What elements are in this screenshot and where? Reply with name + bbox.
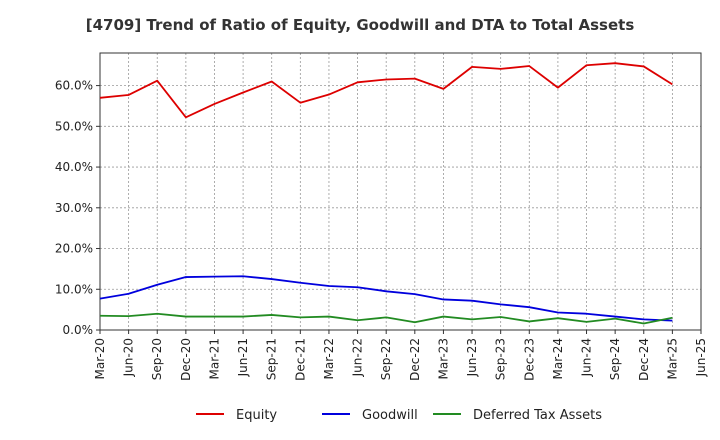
x-tick-label: Dec-24 <box>637 338 651 381</box>
x-tick-label: Jun-22 <box>351 338 365 377</box>
series-line-equity <box>99 62 673 119</box>
x-axis-ticks: Mar-20 Jun-20 Sep-20 Dec-20 Mar-21 Jun-21 Sep-… <box>93 330 708 381</box>
y-tick-label: 20.0% <box>55 242 93 256</box>
x-tick-label: Jun-21 <box>236 338 250 377</box>
x-tick-label: Sep-22 <box>379 338 393 380</box>
series-line-deferred-tax-assets <box>99 312 673 325</box>
x-tick-label: Dec-20 <box>179 338 193 381</box>
x-tick-label: Mar-20 <box>93 338 107 379</box>
y-tick-label: 50.0% <box>55 119 93 133</box>
x-tick-label: Jun-24 <box>580 338 594 377</box>
chart-title: [4709] Trend of Ratio of Equity, Goodwil… <box>86 16 635 34</box>
grid-layer <box>100 53 701 330</box>
y-tick-label: 30.0% <box>55 201 93 215</box>
x-tick-label: Jun-25 <box>694 338 708 377</box>
x-tick-label: Jun-23 <box>465 338 479 377</box>
x-tick-label: Sep-20 <box>150 338 164 380</box>
legend-label-goodwill: Goodwill <box>362 408 418 423</box>
x-tick-label: Mar-25 <box>665 338 679 379</box>
x-tick-label: Dec-21 <box>293 338 307 381</box>
x-tick-label: Dec-22 <box>408 338 422 381</box>
plot-frame <box>99 52 702 331</box>
legend-label-deferred-tax-assets: Deferred Tax Assets <box>473 408 602 423</box>
y-tick-label: 40.0% <box>55 160 93 174</box>
x-tick-label: Mar-24 <box>551 338 565 379</box>
x-tick-label: Jun-20 <box>122 338 136 377</box>
x-tick-label: Mar-21 <box>207 338 221 379</box>
series-line-goodwill <box>99 275 673 322</box>
x-tick-label: Sep-23 <box>494 338 508 380</box>
y-axis-ticks: 0.0% 10.0% 20.0% 30.0% 40.0% 50.0% 60.0% <box>55 79 100 337</box>
y-tick-label: 0.0% <box>63 323 94 337</box>
x-tick-label: Sep-24 <box>608 338 622 380</box>
y-tick-label: 10.0% <box>55 282 93 296</box>
legend-label-equity: Equity <box>236 408 277 423</box>
x-tick-label: Sep-21 <box>265 338 279 380</box>
y-tick-label: 60.0% <box>55 79 93 93</box>
x-tick-label: Dec-23 <box>522 338 536 381</box>
x-tick-label: Mar-23 <box>436 338 450 379</box>
legend: Equity Goodwill Deferred Tax Assets <box>196 408 602 423</box>
x-tick-label: Mar-22 <box>322 338 336 379</box>
series-layer <box>99 62 673 325</box>
